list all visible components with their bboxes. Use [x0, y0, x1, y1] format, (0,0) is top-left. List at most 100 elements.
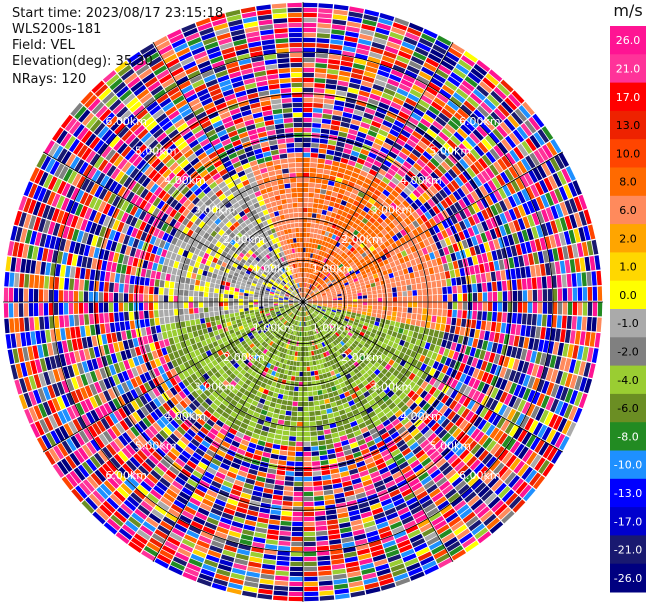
gate-cell: [348, 580, 364, 588]
gate-cell: [326, 237, 331, 243]
gate-cell: [346, 92, 358, 99]
gate-cell: [324, 398, 330, 404]
gate-cell: [325, 438, 333, 445]
gate-cell: [363, 372, 370, 379]
gate-cell: [538, 339, 545, 352]
gate-cell: [420, 425, 430, 435]
gate-cell: [333, 487, 344, 494]
gate-cell: [290, 421, 297, 427]
gate-cell: [253, 360, 259, 367]
gate-cell: [298, 396, 303, 402]
gate-cell: [429, 185, 438, 195]
gate-cell: [405, 348, 412, 356]
gate-cell: [417, 333, 423, 340]
gate-cell: [355, 225, 362, 232]
gate-cell: [240, 376, 248, 383]
gate-cell: [383, 159, 392, 168]
gate-cell: [220, 462, 230, 471]
gate-cell: [378, 261, 385, 268]
gate-cell: [103, 522, 118, 535]
gate-cell: [363, 322, 369, 327]
gate-cell: [426, 281, 432, 289]
gate-cell: [366, 61, 379, 69]
gate-cell: [394, 186, 403, 194]
gate-cell: [351, 188, 359, 195]
gate-cell: [346, 411, 354, 418]
gate-cell: [338, 360, 344, 367]
gate-cell: [358, 221, 366, 228]
gate-cell: [547, 249, 554, 262]
gate-cell: [407, 290, 413, 297]
gate-cell: [523, 487, 536, 502]
gate-cell: [321, 209, 327, 215]
gate-cell: [310, 307, 315, 311]
gate-cell: [346, 311, 352, 315]
gate-cell: [433, 330, 440, 338]
gate-cell: [401, 465, 412, 475]
gate-cell: [303, 396, 309, 402]
gate-cell: [303, 456, 312, 462]
gate-cell: [338, 250, 344, 256]
gate-cell: [371, 475, 382, 484]
gate-cell: [470, 113, 482, 125]
gate-cell: [498, 486, 511, 499]
gate-cell: [459, 383, 468, 394]
gate-cell: [410, 505, 423, 515]
gate-cell: [236, 391, 244, 398]
gate-cell: [289, 350, 293, 356]
gate-cell: [316, 173, 323, 179]
gate-cell: [79, 482, 92, 496]
gate-cell: [357, 439, 366, 446]
gate-cell: [346, 324, 352, 329]
gate-cell: [359, 355, 366, 362]
gate-cell: [271, 360, 277, 366]
gate-cell: [405, 247, 412, 255]
gate-cell: [163, 492, 175, 503]
gate-cell: [338, 131, 348, 138]
gate-cell: [348, 319, 354, 324]
gate-cell: [283, 332, 288, 337]
gate-cell: [281, 336, 285, 342]
gate-cell: [375, 172, 384, 181]
gate-cell: [488, 412, 498, 424]
gate-cell: [340, 286, 345, 290]
gate-cell: [376, 267, 382, 273]
gate-cell: [500, 322, 507, 334]
gate-cell: [321, 308, 327, 311]
gate-cell: [209, 545, 223, 554]
gate-cell: [442, 186, 452, 196]
gate-cell: [412, 445, 423, 455]
gate-cell: [441, 229, 449, 239]
gate-cell: [361, 24, 376, 32]
gate-cell: [332, 358, 338, 364]
gate-cell: [415, 257, 421, 265]
gate-cell: [343, 546, 356, 553]
gate-cell: [403, 469, 415, 479]
gate-cell: [415, 339, 422, 346]
gate-cell: [370, 205, 378, 213]
gate-cell: [324, 313, 330, 317]
gate-cell: [284, 420, 291, 426]
gate-cell: [357, 295, 363, 299]
gate-cell: [383, 338, 390, 345]
gate-cell: [271, 397, 278, 403]
gate-cell: [361, 328, 367, 334]
gate-cell: [304, 556, 317, 562]
gate-cell: [415, 234, 423, 243]
gate-cell: [351, 288, 356, 292]
gate-cell: [473, 416, 483, 428]
gate-cell: [421, 192, 431, 201]
gate-cell: [331, 289, 336, 293]
gate-cell: [193, 516, 206, 526]
gate-cell: [326, 309, 331, 313]
gate-cell: [420, 94, 433, 105]
gate-cell: [362, 165, 371, 173]
gate-cell: [438, 64, 452, 75]
gate-cell: [294, 331, 297, 336]
gate-cell: [413, 432, 423, 441]
gate-cell: [325, 88, 336, 95]
gate-cell: [527, 302, 533, 313]
gate-cell: [474, 527, 489, 540]
gate-cell: [396, 286, 402, 292]
gate-cell: [475, 234, 483, 245]
